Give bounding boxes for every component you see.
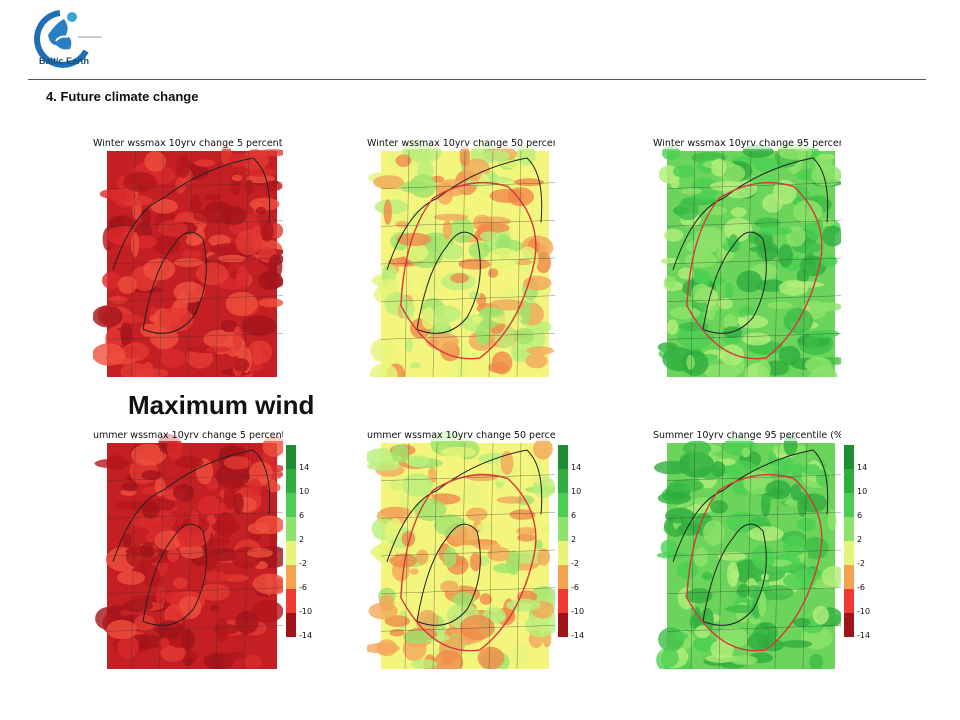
colorbar-tick-label: 14: [571, 463, 582, 472]
map-panel: Winter wssmax 10yrv change 95 percentile: [653, 139, 841, 377]
colorbar-segment: [286, 517, 296, 541]
colorbar-tick-label: 2: [857, 535, 863, 544]
colorbar-tick-label: -2: [299, 559, 307, 568]
colorbar-tick-label: -6: [857, 583, 865, 592]
colorbar-segment: [286, 613, 296, 637]
colorbar-tick-label: 10: [857, 487, 868, 496]
colorbar-tick-label: 2: [299, 535, 305, 544]
colorbar-tick-label: -14: [299, 631, 313, 640]
colorbar-tick-label: 14: [299, 463, 310, 472]
colorbar-segment: [844, 493, 854, 517]
colorbar-segment: [286, 541, 296, 565]
colorbar-segment: [286, 469, 296, 493]
section-title: 4. Future climate change: [46, 89, 199, 104]
colorbar-segment: [558, 541, 568, 565]
map-panel: Winter wssmax 10yrv change 50 percentile: [367, 139, 555, 377]
colorbar-segment: [844, 565, 854, 589]
colorbar-segment: [558, 493, 568, 517]
colorbar-segment: [558, 445, 568, 469]
colorbar-tick-label: 14: [857, 463, 868, 472]
colorbar-tick-label: -2: [857, 559, 865, 568]
colorbar-tick-label: -10: [857, 607, 871, 616]
map-panel-title: ummer wssmax 10yrv change 5 percentile: [93, 431, 283, 441]
colorbar-segment: [286, 589, 296, 613]
colorbar-tick-label: -2: [571, 559, 579, 568]
colorbar-tick-label: -10: [299, 607, 313, 616]
colorbar-segment: [844, 589, 854, 613]
colorbar-segment: [558, 469, 568, 493]
map-panel-title: ummer wssmax 10yrv change 50 percentile: [367, 431, 555, 441]
colorbar-tick-label: -14: [857, 631, 871, 640]
colorbar-segment: [558, 589, 568, 613]
colorbar-segment: [844, 445, 854, 469]
map-panel: Winter wssmax 10yrv change 5 percentile …: [93, 139, 283, 377]
colorbar-tick-label: -14: [571, 631, 585, 640]
map-panel: Summer 10yrv change 95 percentile (%): [653, 431, 841, 669]
logo-text: Baltic Earth: [39, 56, 90, 66]
colorbar-tick-label: 6: [571, 511, 577, 520]
colorbar-tick-label: -6: [299, 583, 307, 592]
colorbar-tick-label: -10: [571, 607, 585, 616]
colorbar-segment: [286, 565, 296, 589]
maximum-wind-label: Maximum wind: [128, 390, 315, 420]
colorbar-segment: [844, 469, 854, 493]
map-panel: ummer wssmax 10yrv change 50 percentile: [367, 431, 555, 669]
colorbar-segment: [558, 613, 568, 637]
colorbar-segment: [844, 541, 854, 565]
colorbar: 14 10 6 2 -2 -6 -10 -14: [558, 445, 588, 669]
colorbar-segment: [844, 517, 854, 541]
colorbar-segment: [844, 613, 854, 637]
map-panel-title: Winter wssmax 10yrv change 5 percentile …: [93, 139, 283, 149]
baltic-earth-logo: [30, 5, 110, 77]
map-panel-title: Winter wssmax 10yrv change 50 percentile: [367, 139, 555, 149]
colorbar-segment: [558, 517, 568, 541]
map-panel: ummer wssmax 10yrv change 5 percentile: [93, 431, 283, 669]
colorbar: 14 10 6 2 -2 -6 -10 -14: [844, 445, 874, 669]
colorbar-tick-label: 10: [299, 487, 310, 496]
colorbar-tick-label: -6: [571, 583, 579, 592]
colorbar-segment: [286, 493, 296, 517]
colorbar-tick-label: 6: [299, 511, 305, 520]
colorbar-segment: [558, 565, 568, 589]
header-divider: [28, 79, 926, 80]
colorbar-tick-label: 2: [571, 535, 577, 544]
colorbar-tick-label: 6: [857, 511, 863, 520]
colorbar: 14 10 6 2 -2 -6 -10 -14: [286, 445, 316, 669]
map-panel-title: Summer 10yrv change 95 percentile (%): [653, 431, 841, 441]
map-panel-title: Winter wssmax 10yrv change 95 percentile: [653, 139, 841, 149]
colorbar-segment: [286, 445, 296, 469]
colorbar-tick-label: 10: [571, 487, 582, 496]
